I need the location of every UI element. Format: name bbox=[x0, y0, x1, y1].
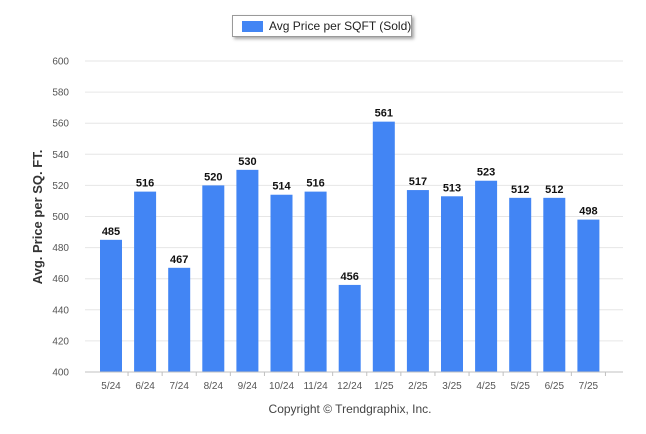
bar-4-25 bbox=[475, 180, 498, 372]
y-tick-label: 600 bbox=[52, 57, 69, 68]
data-label: 516 bbox=[136, 178, 154, 190]
x-tick-label: 7/24 bbox=[169, 381, 189, 392]
x-tick-label: 5/24 bbox=[101, 381, 121, 392]
y-axis-title: Avg. Price per SQ. FT. bbox=[30, 150, 45, 285]
y-tick-label: 400 bbox=[52, 368, 69, 379]
bar-2-25 bbox=[406, 190, 429, 372]
bar-3-25 bbox=[441, 196, 463, 372]
bar-6-24 bbox=[134, 191, 157, 372]
data-label: 467 bbox=[170, 254, 188, 266]
x-tick-label: 1/25 bbox=[374, 381, 394, 392]
data-label: 514 bbox=[272, 181, 291, 193]
x-tick-label: 2/25 bbox=[408, 381, 428, 392]
x-tick-label: 12/24 bbox=[337, 381, 362, 392]
copyright-text: Copyright © Trendgraphix, Inc. bbox=[269, 402, 432, 416]
y-tick-label: 460 bbox=[52, 274, 69, 285]
data-label: 530 bbox=[238, 156, 256, 168]
data-label: 561 bbox=[375, 108, 393, 120]
legend-label: Avg Price per SQFT (Sold) bbox=[269, 19, 412, 33]
bar-6-25 bbox=[543, 197, 566, 372]
legend-swatch bbox=[242, 21, 263, 32]
y-tick-label: 500 bbox=[52, 212, 69, 223]
data-label: 517 bbox=[409, 176, 427, 188]
data-label: 516 bbox=[306, 178, 324, 190]
bar-7-25 bbox=[577, 219, 600, 372]
bar-11-24 bbox=[304, 191, 327, 372]
x-tick-label: 6/25 bbox=[545, 381, 565, 392]
bar-8-24 bbox=[202, 185, 225, 372]
x-tick-label: 5/25 bbox=[510, 381, 530, 392]
y-tick-label: 480 bbox=[52, 243, 69, 254]
data-label: 512 bbox=[511, 184, 529, 196]
x-axis-ticks: 5/24 6/24 7/24 8/24 9/24 10/24 11/24 12/24 1/25 2… bbox=[85, 371, 623, 392]
x-tick-label: 4/25 bbox=[476, 381, 496, 392]
x-tick-label: 9/24 bbox=[238, 381, 258, 392]
y-tick-label: 580 bbox=[52, 88, 69, 99]
bar-10-24 bbox=[270, 194, 293, 372]
data-label: 520 bbox=[204, 171, 222, 183]
bar-9-24 bbox=[236, 169, 259, 372]
data-label: 512 bbox=[545, 184, 563, 196]
bar-12-24 bbox=[338, 284, 361, 372]
x-tick-label: 3/25 bbox=[442, 381, 462, 392]
y-tick-label: 520 bbox=[52, 181, 69, 192]
data-label: 498 bbox=[579, 206, 597, 218]
y-tick-label: 440 bbox=[52, 305, 69, 316]
legend: Avg Price per SQFT (Sold) bbox=[232, 15, 412, 37]
x-tick-label: 10/24 bbox=[269, 381, 294, 392]
data-label: 513 bbox=[443, 182, 461, 194]
x-tick-label: 8/24 bbox=[204, 381, 224, 392]
bar-5-24 bbox=[100, 239, 122, 372]
data-label: 456 bbox=[341, 271, 359, 283]
y-tick-label: 560 bbox=[52, 119, 69, 130]
bar-1-25 bbox=[372, 121, 395, 373]
y-axis-ticks: 400 420 440 460 480 500 520 540 560 580 600 bbox=[52, 57, 69, 379]
y-tick-label: 540 bbox=[52, 150, 69, 161]
x-tick-label: 7/25 bbox=[579, 381, 599, 392]
x-tick-label: 6/24 bbox=[135, 381, 155, 392]
x-tick-label: 11/24 bbox=[303, 381, 328, 392]
data-label: 523 bbox=[477, 167, 495, 179]
data-label: 485 bbox=[102, 226, 120, 238]
y-tick-label: 420 bbox=[52, 336, 69, 347]
bar-7-24 bbox=[168, 267, 191, 372]
bar-5-25 bbox=[509, 197, 532, 372]
bars bbox=[100, 121, 600, 373]
data-labels: 485 516 467 520 530 514 516 456 561 517 513 523 512 5… bbox=[102, 108, 598, 283]
